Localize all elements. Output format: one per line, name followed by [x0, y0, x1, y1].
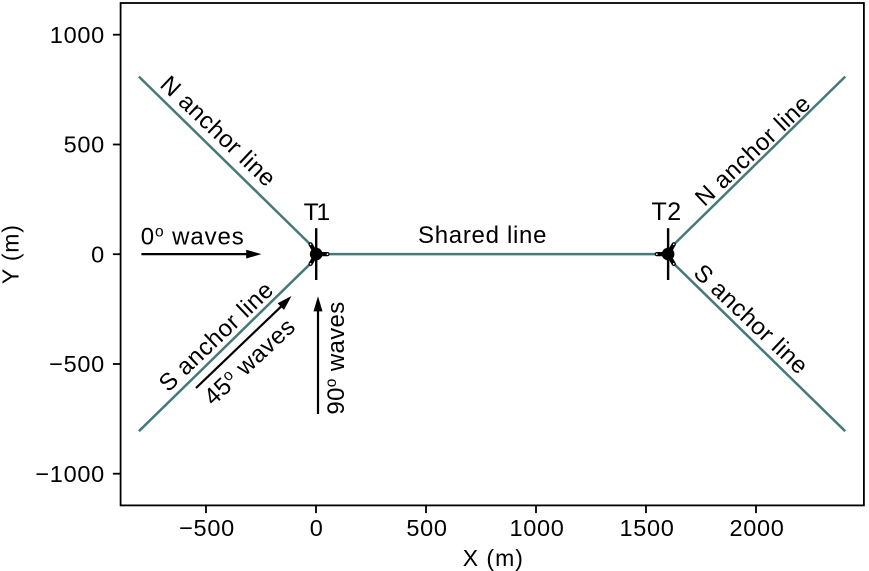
- svg-text:500: 500: [406, 515, 447, 541]
- svg-text:0: 0: [310, 515, 324, 541]
- svg-text:90o waves: 90o waves: [323, 301, 350, 414]
- svg-text:0o waves: 0o waves: [141, 224, 245, 251]
- svg-text:Shared line: Shared line: [418, 222, 547, 249]
- svg-text:−500: −500: [179, 515, 235, 541]
- svg-text:X (m): X (m): [463, 545, 524, 571]
- svg-text:−1000: −1000: [35, 461, 105, 487]
- svg-text:1000: 1000: [509, 515, 564, 541]
- svg-text:1500: 1500: [619, 515, 674, 541]
- svg-text:0: 0: [91, 241, 105, 267]
- svg-text:1000: 1000: [50, 22, 105, 48]
- svg-text:−500: −500: [49, 351, 105, 377]
- svg-text:Y (m): Y (m): [0, 224, 24, 284]
- svg-text:500: 500: [64, 132, 105, 158]
- svg-text:T2: T2: [652, 198, 682, 226]
- svg-text:T1: T1: [304, 199, 330, 226]
- svg-text:2000: 2000: [729, 515, 784, 541]
